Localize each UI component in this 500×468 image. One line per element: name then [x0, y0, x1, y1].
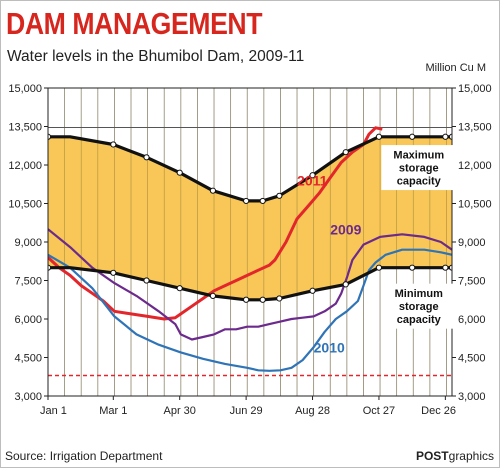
y-tick-label-right: 4,500	[458, 353, 486, 365]
min-capacity-marker	[409, 264, 416, 271]
max-capacity-marker	[309, 172, 316, 179]
max-capacity-marker	[375, 133, 383, 140]
storage-band	[48, 88, 452, 396]
series-label-2010: 2010	[314, 339, 345, 355]
x-tick-label: Aug 28	[295, 405, 330, 417]
min-capacity-label-text: Minimum	[395, 288, 443, 300]
max-capacity-label-text: Maximum	[393, 150, 444, 162]
max-capacity-label-box	[381, 145, 457, 191]
min-capacity-label-text: capacity	[397, 314, 442, 326]
min-capacity-marker	[342, 281, 349, 288]
y-tick-label-left: 12,000	[8, 160, 42, 172]
credit-rest: graphics	[448, 449, 494, 463]
y-tick-label-right: 3,000	[458, 391, 486, 403]
chart-subtitle: Water levels in the Bhumibol Dam, 2009-1…	[7, 48, 305, 65]
series-line-2009	[48, 228, 452, 341]
max-capacity-marker	[409, 133, 416, 140]
max-capacity-marker	[276, 192, 283, 199]
series-label-2011: 2011	[297, 173, 328, 189]
max-capacity-marker	[143, 154, 150, 161]
y-tick-label-left: 15,000	[8, 83, 42, 95]
max-capacity-marker	[259, 197, 266, 205]
min-capacity-marker	[442, 264, 449, 271]
x-tick-label: Oct 27	[363, 405, 395, 417]
min-capacity-marker	[309, 287, 316, 294]
max-capacity-marker	[342, 149, 349, 156]
y-tick-label-right: 6,000	[458, 314, 486, 326]
x-tick-label: Apr 30	[164, 405, 196, 417]
series-labels: 201120092010MaximumstoragecapacityMinimu…	[297, 145, 457, 355]
graphics-credit: POSTgraphics	[416, 449, 494, 463]
y-tick-label-right: 15,000	[458, 83, 492, 95]
max-capacity-marker	[442, 133, 449, 140]
min-capacity-marker	[209, 292, 217, 299]
storage-band-fill	[48, 136, 452, 300]
axes: 3,000 3,000 4,500 4,500 6,000 6,000 7,500 7,500…	[8, 83, 491, 417]
min-capacity-marker	[243, 296, 250, 303]
series-line-2010	[48, 248, 452, 372]
y-tick-label-right: 13,500	[458, 122, 492, 134]
y-tick-label-left: 3,000	[14, 391, 42, 403]
credit-bold: POST	[415, 449, 449, 463]
capacity-ceiling	[48, 126, 452, 377]
max-capacity-marker	[209, 187, 217, 194]
series-label-2009: 2009	[330, 221, 361, 237]
source-note: Source: Irrigation Department	[5, 449, 163, 463]
x-tick-label: Mar 1	[99, 405, 127, 417]
y-tick-label-left: 7,500	[14, 276, 42, 288]
unit-label: Million Cu M	[425, 62, 486, 74]
min-capacity-marker	[143, 277, 150, 284]
series-lines	[48, 126, 452, 372]
min-capacity-label-box	[381, 283, 457, 329]
min-capacity-marker	[259, 296, 266, 303]
y-tick-label-right: 7,500	[458, 276, 486, 288]
y-tick-label-right: 10,500	[458, 199, 492, 211]
x-tick-label: Jun 29	[230, 405, 263, 417]
y-tick-label-right: 9,000	[458, 237, 486, 249]
max-capacity-marker	[243, 197, 250, 205]
max-capacity-label-text: storage	[399, 163, 439, 175]
y-tick-label-left: 10,500	[8, 199, 42, 211]
max-capacity-marker	[110, 141, 117, 148]
max-capacity-marker	[176, 169, 183, 176]
min-capacity-marker	[375, 264, 383, 271]
series-line-2011	[48, 126, 383, 321]
min-capacity-label-text: storage	[399, 301, 439, 313]
y-tick-label-left: 9,000	[14, 237, 42, 249]
y-tick-label-left: 6,000	[14, 314, 42, 326]
max-capacity-label-text: capacity	[397, 176, 442, 188]
min-capacity-marker	[110, 269, 117, 276]
headline: DAM MANAGEMENT	[6, 6, 263, 41]
min-capacity-marker	[176, 285, 183, 292]
y-tick-label-left: 4,500	[14, 353, 42, 365]
y-tick-label-left: 13,500	[8, 122, 42, 134]
x-tick-label: Dec 26	[421, 405, 456, 417]
min-capacity-marker	[276, 295, 283, 302]
y-tick-label-right: 12,000	[458, 160, 492, 172]
x-tick-label: Jan 1	[40, 405, 67, 417]
